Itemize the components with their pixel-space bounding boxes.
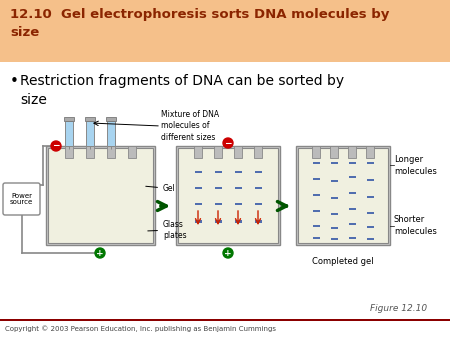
- Bar: [86, 146, 94, 158]
- Bar: [195, 171, 202, 173]
- Bar: [65, 146, 73, 158]
- Bar: [349, 237, 356, 239]
- Bar: [176, 146, 280, 245]
- Bar: [367, 226, 374, 228]
- Bar: [46, 146, 155, 245]
- Bar: [298, 148, 388, 243]
- Text: Figure 12.10: Figure 12.10: [370, 304, 427, 313]
- Bar: [215, 220, 222, 222]
- Bar: [234, 146, 242, 158]
- Text: Power
source: Power source: [10, 193, 33, 206]
- Bar: [0, 319, 450, 321]
- Bar: [331, 197, 338, 199]
- Bar: [312, 146, 320, 158]
- Bar: [85, 117, 95, 121]
- Bar: [106, 117, 116, 121]
- Text: Longer
molecules: Longer molecules: [394, 155, 437, 175]
- Bar: [331, 238, 338, 240]
- Bar: [255, 187, 262, 189]
- Bar: [313, 162, 320, 164]
- Bar: [255, 220, 262, 222]
- Bar: [235, 171, 242, 173]
- Bar: [107, 121, 115, 146]
- Bar: [313, 225, 320, 227]
- Bar: [313, 194, 320, 196]
- Bar: [215, 171, 222, 173]
- Bar: [215, 203, 222, 206]
- Text: Completed gel: Completed gel: [312, 257, 374, 266]
- Text: Restriction fragments of DNA can be sorted by
size: Restriction fragments of DNA can be sort…: [20, 74, 344, 107]
- Bar: [195, 187, 202, 189]
- Bar: [296, 146, 390, 245]
- Bar: [235, 203, 242, 206]
- Bar: [330, 146, 338, 158]
- Text: Shorter
molecules: Shorter molecules: [394, 216, 437, 236]
- Circle shape: [223, 248, 233, 258]
- Bar: [178, 148, 278, 243]
- Bar: [195, 203, 202, 206]
- Bar: [195, 220, 202, 222]
- Circle shape: [223, 138, 233, 148]
- Bar: [254, 146, 262, 158]
- Bar: [107, 146, 115, 158]
- Bar: [313, 210, 320, 212]
- Bar: [367, 196, 374, 198]
- Bar: [194, 146, 202, 158]
- Text: +: +: [224, 248, 232, 258]
- Bar: [331, 162, 338, 164]
- Bar: [128, 146, 136, 158]
- Bar: [367, 212, 374, 214]
- Bar: [331, 179, 338, 182]
- Text: Glass
plates: Glass plates: [148, 220, 187, 240]
- Bar: [366, 146, 374, 158]
- Bar: [349, 223, 356, 225]
- Text: Copyright © 2003 Pearson Education, Inc. publishing as Benjamin Cummings: Copyright © 2003 Pearson Education, Inc.…: [5, 326, 276, 332]
- Bar: [349, 162, 356, 164]
- Bar: [367, 178, 374, 180]
- Bar: [349, 208, 356, 210]
- Bar: [86, 121, 94, 146]
- Bar: [64, 117, 74, 121]
- Bar: [348, 146, 356, 158]
- Bar: [214, 146, 222, 158]
- Text: Mixture of DNA
molecules of
different sizes: Mixture of DNA molecules of different si…: [161, 110, 219, 142]
- Bar: [367, 162, 374, 164]
- Text: +: +: [96, 248, 104, 258]
- Bar: [48, 148, 153, 243]
- Bar: [313, 238, 320, 239]
- Bar: [215, 187, 222, 189]
- Bar: [65, 121, 73, 146]
- Bar: [0, 0, 450, 62]
- Text: −: −: [52, 142, 60, 150]
- Text: 12.10  Gel electrophoresis sorts DNA molecules by
size: 12.10 Gel electrophoresis sorts DNA mole…: [10, 8, 389, 39]
- Text: −: −: [224, 139, 232, 147]
- Bar: [235, 220, 242, 222]
- Text: Gel: Gel: [146, 184, 176, 193]
- FancyBboxPatch shape: [3, 183, 40, 215]
- Bar: [349, 192, 356, 194]
- Bar: [331, 227, 338, 229]
- Bar: [331, 213, 338, 215]
- Circle shape: [51, 141, 61, 151]
- Bar: [349, 176, 356, 178]
- Bar: [235, 187, 242, 189]
- Bar: [313, 177, 320, 179]
- Text: •: •: [10, 74, 19, 89]
- Bar: [255, 171, 262, 173]
- Bar: [367, 238, 374, 240]
- Circle shape: [95, 248, 105, 258]
- Bar: [255, 203, 262, 206]
